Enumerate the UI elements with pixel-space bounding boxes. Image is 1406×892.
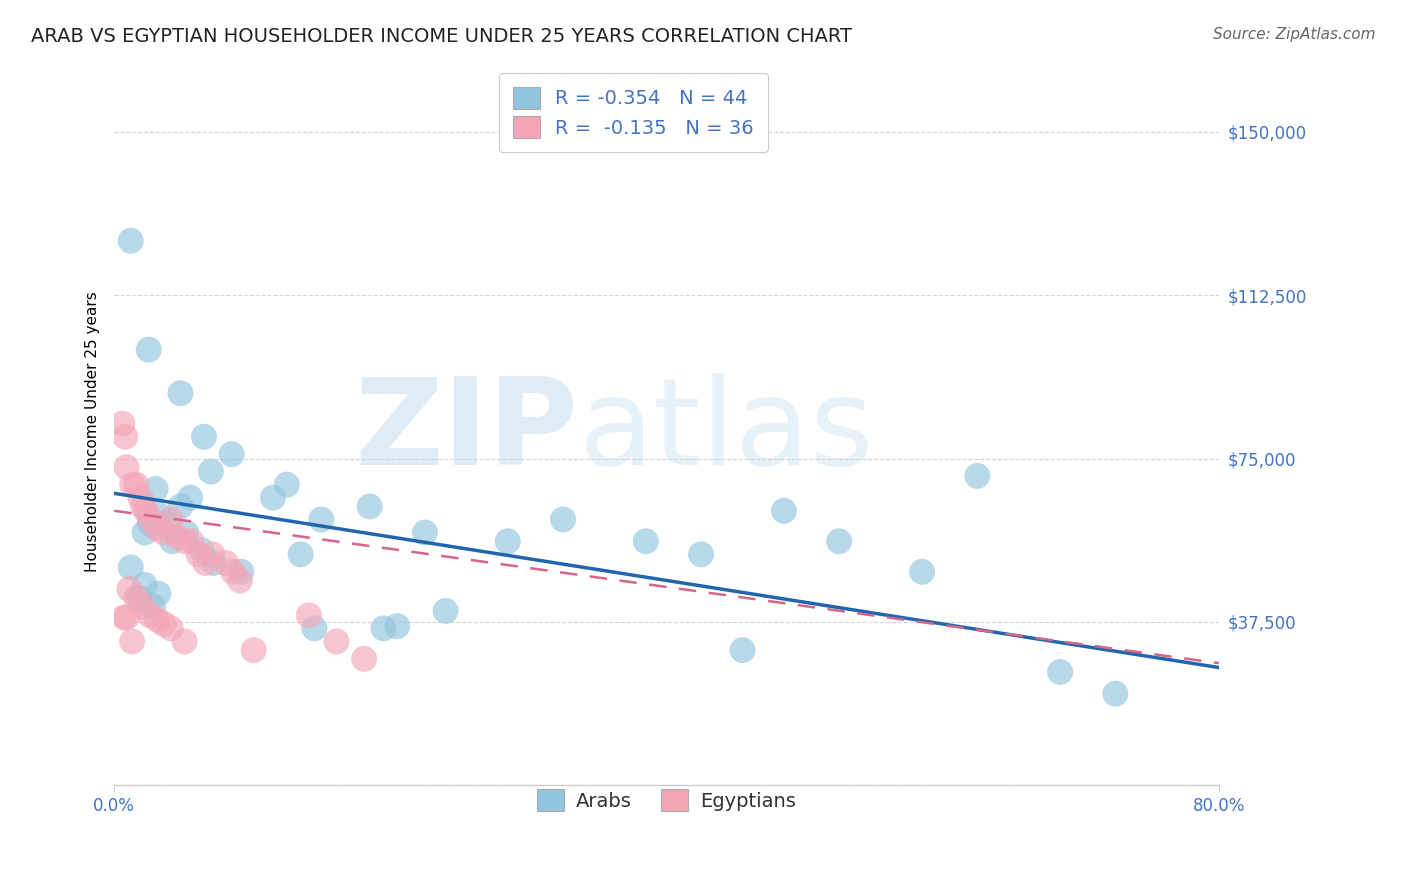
- Point: [634, 534, 657, 549]
- Point: [773, 504, 796, 518]
- Point: [229, 574, 252, 588]
- Point: [159, 512, 181, 526]
- Legend: Arabs, Egyptians: Arabs, Egyptians: [523, 775, 810, 825]
- Point: [231, 565, 253, 579]
- Point: [200, 465, 222, 479]
- Point: [359, 500, 381, 514]
- Point: [120, 234, 142, 248]
- Point: [222, 565, 245, 579]
- Point: [194, 556, 217, 570]
- Point: [325, 634, 347, 648]
- Point: [138, 343, 160, 357]
- Point: [966, 469, 988, 483]
- Point: [114, 430, 136, 444]
- Point: [911, 565, 934, 579]
- Point: [134, 525, 156, 540]
- Point: [290, 547, 312, 561]
- Point: [262, 491, 284, 505]
- Point: [111, 417, 134, 431]
- Point: [139, 608, 162, 623]
- Point: [160, 534, 183, 549]
- Point: [304, 621, 326, 635]
- Point: [1049, 665, 1071, 679]
- Point: [132, 500, 155, 514]
- Point: [173, 534, 195, 549]
- Point: [187, 547, 209, 561]
- Point: [179, 491, 201, 505]
- Point: [153, 525, 176, 540]
- Y-axis label: Householder Income Under 25 years: Householder Income Under 25 years: [86, 291, 100, 572]
- Point: [153, 617, 176, 632]
- Point: [115, 610, 138, 624]
- Point: [298, 608, 321, 623]
- Point: [135, 504, 157, 518]
- Point: [311, 512, 333, 526]
- Point: [139, 512, 162, 526]
- Point: [112, 610, 135, 624]
- Point: [121, 477, 143, 491]
- Point: [146, 521, 169, 535]
- Point: [551, 512, 574, 526]
- Text: Source: ZipAtlas.com: Source: ZipAtlas.com: [1212, 27, 1375, 42]
- Point: [125, 591, 148, 605]
- Text: ARAB VS EGYPTIAN HOUSEHOLDER INCOME UNDER 25 YEARS CORRELATION CHART: ARAB VS EGYPTIAN HOUSEHOLDER INCOME UNDE…: [31, 27, 852, 45]
- Point: [146, 613, 169, 627]
- Point: [139, 516, 162, 531]
- Point: [242, 643, 264, 657]
- Point: [115, 460, 138, 475]
- Point: [201, 547, 224, 561]
- Text: atlas: atlas: [578, 373, 873, 490]
- Point: [731, 643, 754, 657]
- Point: [174, 525, 197, 540]
- Point: [169, 386, 191, 401]
- Point: [169, 500, 191, 514]
- Point: [387, 619, 409, 633]
- Point: [190, 543, 212, 558]
- Point: [148, 586, 170, 600]
- Point: [193, 430, 215, 444]
- Point: [121, 634, 143, 648]
- Point: [118, 582, 141, 596]
- Point: [690, 547, 713, 561]
- Point: [180, 534, 202, 549]
- Point: [129, 491, 152, 505]
- Point: [148, 508, 170, 522]
- Point: [1104, 687, 1126, 701]
- Point: [155, 516, 177, 531]
- Point: [173, 634, 195, 648]
- Point: [142, 599, 165, 614]
- Point: [166, 530, 188, 544]
- Point: [125, 477, 148, 491]
- Point: [413, 525, 436, 540]
- Point: [120, 560, 142, 574]
- Text: ZIP: ZIP: [354, 373, 578, 490]
- Point: [221, 447, 243, 461]
- Point: [496, 534, 519, 549]
- Point: [353, 652, 375, 666]
- Point: [373, 621, 395, 635]
- Point: [434, 604, 457, 618]
- Point: [132, 599, 155, 614]
- Point: [128, 591, 150, 605]
- Point: [215, 556, 238, 570]
- Point: [276, 477, 298, 491]
- Point: [159, 621, 181, 635]
- Point: [134, 578, 156, 592]
- Point: [202, 556, 225, 570]
- Point: [145, 482, 167, 496]
- Point: [828, 534, 851, 549]
